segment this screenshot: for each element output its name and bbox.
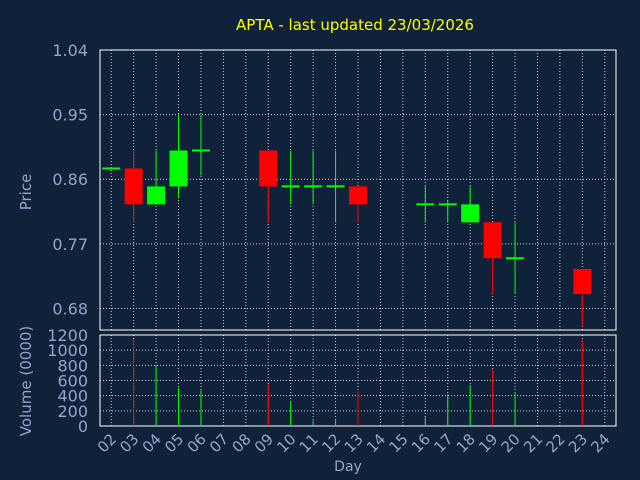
candle xyxy=(259,150,278,223)
candle-body xyxy=(259,150,278,187)
price-panel-frame xyxy=(99,49,617,331)
volume-tick-label: 200 xyxy=(57,402,88,421)
volume-tick-label: 800 xyxy=(57,356,88,375)
candle xyxy=(304,150,323,205)
candlestick-series xyxy=(102,114,592,327)
candle xyxy=(349,186,367,223)
candle-body xyxy=(483,222,502,259)
price-tick-label: 0.68 xyxy=(52,299,88,318)
candle-body xyxy=(124,168,143,205)
candle-body xyxy=(573,268,592,295)
price-tick-label: 1.04 xyxy=(52,41,88,60)
candle-body xyxy=(461,204,480,223)
price-tick-label: 0.95 xyxy=(52,106,88,125)
volume-series xyxy=(133,339,583,426)
price-tick-label: 0.86 xyxy=(52,170,88,189)
candle xyxy=(124,150,143,223)
chart-title: APTA - last updated 23/03/2026 xyxy=(236,16,474,34)
candle xyxy=(169,114,188,198)
price-axis-ticks: 1.04 0.95 0.86 0.77 0.68 xyxy=(52,41,88,318)
candle xyxy=(506,222,525,295)
candle-body xyxy=(147,186,166,205)
volume-tick-label: 400 xyxy=(57,387,88,406)
candle xyxy=(573,268,592,327)
volume-tick-label: 600 xyxy=(57,372,88,391)
candle xyxy=(416,186,435,223)
price-axis-label: Price xyxy=(17,174,35,211)
price-tick-label: 0.77 xyxy=(52,235,88,254)
day-tick-label: 24 xyxy=(587,430,613,456)
candle xyxy=(461,186,480,223)
volume-tick-label: 1200 xyxy=(47,326,88,345)
candle-body xyxy=(349,186,367,205)
candle xyxy=(281,150,300,205)
candle-body xyxy=(169,150,188,187)
candle xyxy=(147,150,166,205)
day-axis-ticks: 0203040506070809101112131415161718192021… xyxy=(94,430,614,456)
volume-axis-label: Volume (0000) xyxy=(17,326,35,436)
candle xyxy=(191,114,210,176)
candle xyxy=(438,200,457,223)
volume-tick-label: 1000 xyxy=(47,341,88,360)
day-axis-label: Day xyxy=(334,459,362,475)
volume-tick-label: 0 xyxy=(78,417,88,436)
candle xyxy=(483,222,502,295)
candle xyxy=(326,150,345,223)
